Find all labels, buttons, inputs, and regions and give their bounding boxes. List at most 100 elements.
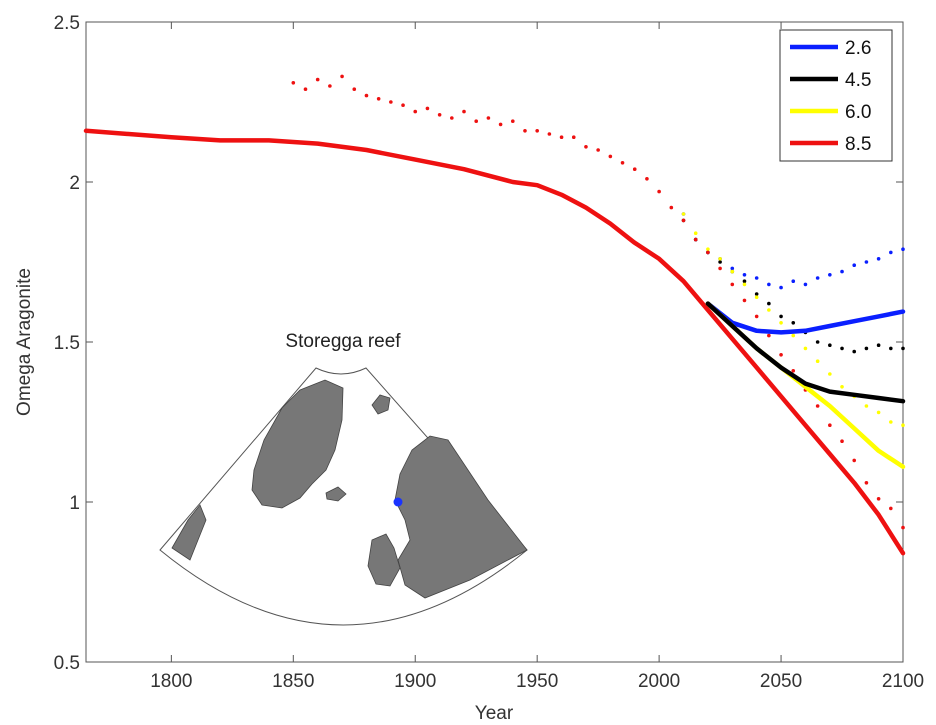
scatter-point-6.0 — [876, 410, 881, 415]
scatter-point-4.5 — [779, 314, 783, 319]
scatter-point-8.5 — [754, 314, 759, 319]
scatter-point-6.0 — [828, 372, 832, 376]
scatter-point-8.5 — [450, 116, 454, 120]
landmass-british-isles — [367, 533, 401, 587]
storegga-reef-marker — [393, 497, 403, 507]
scatter-point-2.6 — [742, 273, 747, 277]
scatter-point-4.5 — [901, 346, 905, 351]
scatter-point-8.5 — [864, 481, 869, 485]
scatter-point-6.0 — [901, 423, 905, 428]
landmass-greenland — [251, 379, 344, 509]
scatter-point-4.5 — [742, 279, 747, 284]
x-tick-label: 2000 — [638, 671, 680, 692]
scatter-point-2.6 — [889, 250, 893, 255]
legend-label: 2.6 — [845, 38, 871, 59]
scatter-point-8.5 — [840, 439, 844, 444]
scatter-point-8.5 — [681, 218, 686, 223]
x-axis-title: Year — [475, 703, 514, 724]
scatter-point-2.6 — [803, 282, 808, 287]
y-axis: 0.5 1 1.5 2 2.5 — [54, 13, 903, 674]
scatter-point-6.0 — [718, 257, 722, 261]
scatter-point-6.0 — [864, 404, 869, 408]
scatter-point-8.5 — [510, 119, 515, 123]
inset-map: Storegga reef — [159, 331, 528, 626]
scatter-point-6.0 — [767, 308, 771, 312]
x-tick-label: 1850 — [272, 671, 314, 692]
scatter-point-8.5 — [328, 84, 332, 88]
legend-label: 4.5 — [845, 70, 871, 91]
scatter-point-2.6 — [901, 247, 905, 251]
scatter-point-4.5 — [718, 260, 722, 264]
x-tick-label: 2100 — [882, 671, 924, 692]
scatter-point-8.5 — [340, 74, 344, 79]
scatter-point-8.5 — [535, 129, 539, 133]
scatter-point-8.5 — [669, 205, 674, 210]
y-axis-title: Omega Aragonite — [14, 268, 35, 416]
scatter-point-8.5 — [291, 81, 296, 85]
scatter-point-8.5 — [584, 145, 588, 149]
scatter-point-8.5 — [645, 177, 649, 181]
series-line-2.6 — [705, 301, 906, 335]
scatter-point-4.5 — [852, 349, 857, 354]
scatter-point-8.5 — [523, 129, 527, 133]
scatter-point-8.5 — [889, 506, 893, 511]
scatter-point-2.6 — [791, 279, 796, 284]
scatter-point-8.5 — [596, 148, 600, 152]
landmass-europe — [394, 435, 528, 599]
scatter-point-2.6 — [876, 257, 881, 261]
scatter-point-4.5 — [767, 301, 771, 306]
legend-label: 6.0 — [845, 102, 871, 123]
scatter-point-8.5 — [559, 135, 564, 139]
scatter-point-8.5 — [876, 497, 881, 501]
landmass-svalbard — [371, 394, 391, 415]
scatter-point-6.0 — [779, 321, 783, 325]
scatter-point-6.0 — [706, 247, 710, 251]
scatter-point-8.5 — [303, 87, 308, 91]
scatter-point-8.5 — [376, 97, 381, 101]
y-tick-label: 1 — [69, 493, 80, 514]
y-tick-label: 0.5 — [54, 653, 80, 674]
scatter-point-8.5 — [693, 237, 698, 242]
scatter-point-6.0 — [815, 359, 820, 364]
scatter-point-2.6 — [767, 282, 771, 287]
scatter-point-8.5 — [852, 458, 857, 463]
scatter-point-8.5 — [462, 109, 466, 114]
scatter-point-8.5 — [486, 116, 491, 120]
x-tick-label: 1800 — [150, 671, 192, 692]
scatter-point-8.5 — [389, 100, 393, 104]
scatter-point-8.5 — [730, 282, 735, 287]
scatter-point-4.5 — [754, 292, 759, 296]
landmass-canada — [171, 504, 207, 561]
x-tick-label: 1900 — [394, 671, 436, 692]
scatter-point-6.0 — [754, 295, 759, 300]
scatter-point-8.5 — [425, 106, 430, 111]
scatter-point-4.5 — [828, 343, 832, 348]
scatter-point-8.5 — [632, 167, 637, 171]
scatter-point-6.0 — [681, 212, 686, 216]
scatter-point-4.5 — [889, 346, 893, 351]
legend-label: 8.5 — [845, 134, 871, 155]
scatter-point-4.5 — [791, 321, 796, 325]
scatter-point-8.5 — [901, 525, 905, 530]
scatter-point-2.6 — [754, 276, 759, 280]
line-layer — [83, 128, 906, 556]
scatter-point-2.6 — [828, 273, 832, 277]
scatter-point-4.5 — [864, 346, 869, 351]
scatter-point-8.5 — [571, 135, 576, 139]
scatter-point-8.5 — [657, 189, 661, 194]
scatter-point-8.5 — [364, 93, 369, 98]
scatter-point-8.5 — [767, 333, 771, 338]
scatter-point-6.0 — [840, 385, 844, 389]
scatter-point-6.0 — [791, 333, 796, 338]
scatter-point-2.6 — [840, 269, 844, 274]
scatter-point-2.6 — [730, 266, 735, 271]
scatter-point-8.5 — [352, 87, 357, 91]
x-tick-label: 1950 — [516, 671, 558, 692]
scatter-point-2.6 — [864, 260, 869, 264]
scatter-point-8.5 — [547, 132, 552, 136]
scatter-point-8.5 — [315, 77, 320, 82]
scatter-point-8.5 — [474, 119, 479, 123]
scatter-point-2.6 — [815, 276, 820, 280]
scatter-point-8.5 — [718, 266, 722, 271]
